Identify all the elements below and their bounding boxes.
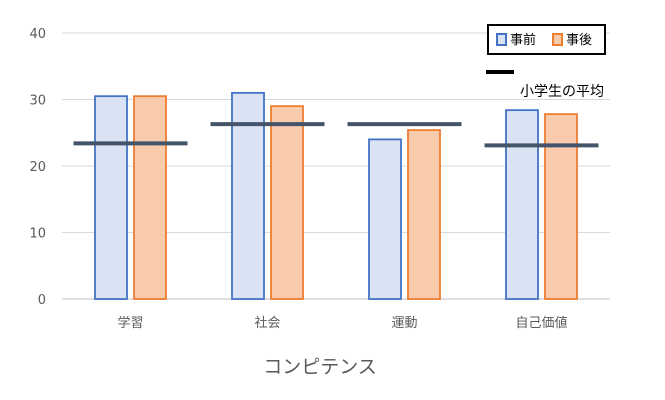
y-tick-label: 40 — [29, 27, 46, 42]
x-category-label: 社会 — [254, 315, 280, 331]
y-tick-label: 0 — [38, 293, 46, 308]
bar-pre — [94, 95, 128, 300]
legend-label-post: 事後 — [566, 33, 592, 48]
bars — [94, 91, 578, 300]
average-lines — [73, 122, 599, 148]
x-category-label: 学習 — [117, 315, 143, 331]
y-axis-ticks: 0 10 20 30 40 — [29, 27, 46, 308]
x-category-label: 自己価値 — [515, 315, 567, 331]
y-tick-label: 30 — [29, 94, 46, 109]
y-tick-label: 10 — [29, 227, 46, 242]
bar-post — [407, 129, 441, 300]
x-category-label: 運動 — [391, 316, 417, 331]
bar-post — [133, 95, 167, 300]
legend: 事前 事後 — [487, 24, 606, 55]
x-axis-categories: 学習 社会 運動 自己価値 — [117, 315, 567, 331]
bar-post — [270, 105, 304, 300]
legend-box — [487, 24, 606, 55]
legend-swatch-post — [552, 33, 563, 46]
bar-pre — [231, 91, 265, 300]
x-axis-title: コンピテンス — [263, 356, 377, 378]
y-tick-label: 20 — [29, 160, 46, 175]
bar-post — [544, 113, 578, 300]
legend-swatch-pre — [496, 33, 507, 46]
average-legend-label: 小学生の平均 — [520, 84, 604, 100]
bar-pre — [368, 138, 402, 300]
bar-pre — [505, 109, 539, 300]
average-annotation: 小学生の平均 — [486, 70, 604, 100]
legend-label-pre: 事前 — [510, 32, 536, 48]
